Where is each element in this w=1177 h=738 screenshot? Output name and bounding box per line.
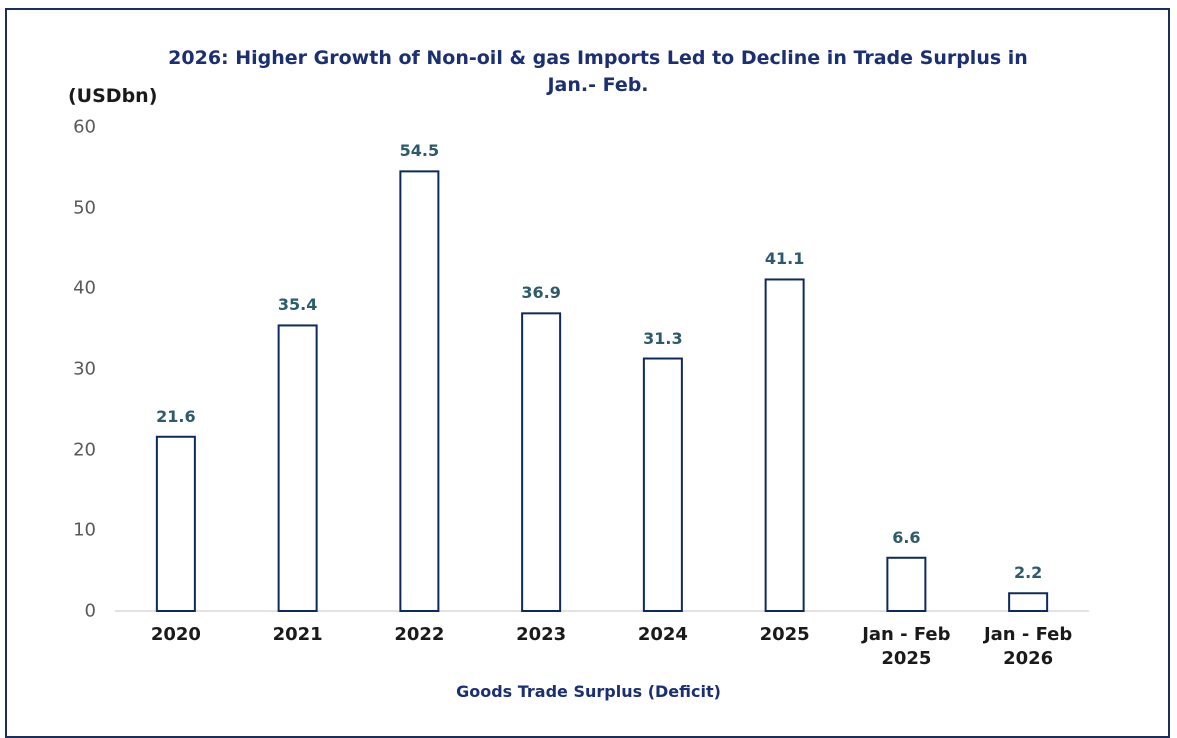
x-tick-label: 2022 (394, 624, 445, 645)
x-tick-label: 2025 (759, 624, 810, 645)
x-tick-label: Jan - Feb 2026 (983, 624, 1073, 669)
x-tick-label: 2021 (272, 624, 323, 645)
value-label: 6.6 (892, 527, 921, 547)
y-tick-label: 0 (84, 600, 96, 622)
bar (886, 556, 927, 613)
x-tick-label: Jan - Feb 2025 (862, 624, 951, 669)
y-tick-label: 50 (73, 197, 96, 219)
value-label: 21.6 (156, 406, 196, 426)
x-axis-label: Goods Trade Surplus (Deficit) (456, 682, 721, 701)
y-tick-label: 40 (73, 277, 96, 299)
bar (1008, 592, 1049, 613)
value-label: 2.2 (1013, 563, 1043, 583)
y-tick-label: 20 (73, 439, 96, 461)
bar (277, 324, 318, 612)
value-label: 41.1 (764, 249, 805, 269)
bar (521, 312, 562, 612)
y-tick-label: 30 (73, 358, 96, 380)
value-label: 36.9 (521, 283, 561, 303)
x-tick-label: 2023 (516, 624, 567, 645)
value-label: 31.3 (643, 328, 683, 348)
bar (764, 278, 805, 612)
value-label: 54.5 (399, 141, 440, 161)
bar (399, 170, 440, 612)
bar (642, 357, 683, 612)
x-tick-label: 2024 (637, 624, 688, 645)
y-tick-label: 60 (73, 116, 96, 138)
value-label: 35.4 (277, 295, 318, 315)
y-tick-label: 10 (73, 519, 96, 541)
bar (155, 435, 196, 613)
y-axis-label: (USDbn) (68, 85, 158, 107)
chart-title: 2026: Higher Growth of Non-oil & gas Imp… (168, 47, 1028, 96)
x-tick-label: 2020 (150, 624, 201, 645)
